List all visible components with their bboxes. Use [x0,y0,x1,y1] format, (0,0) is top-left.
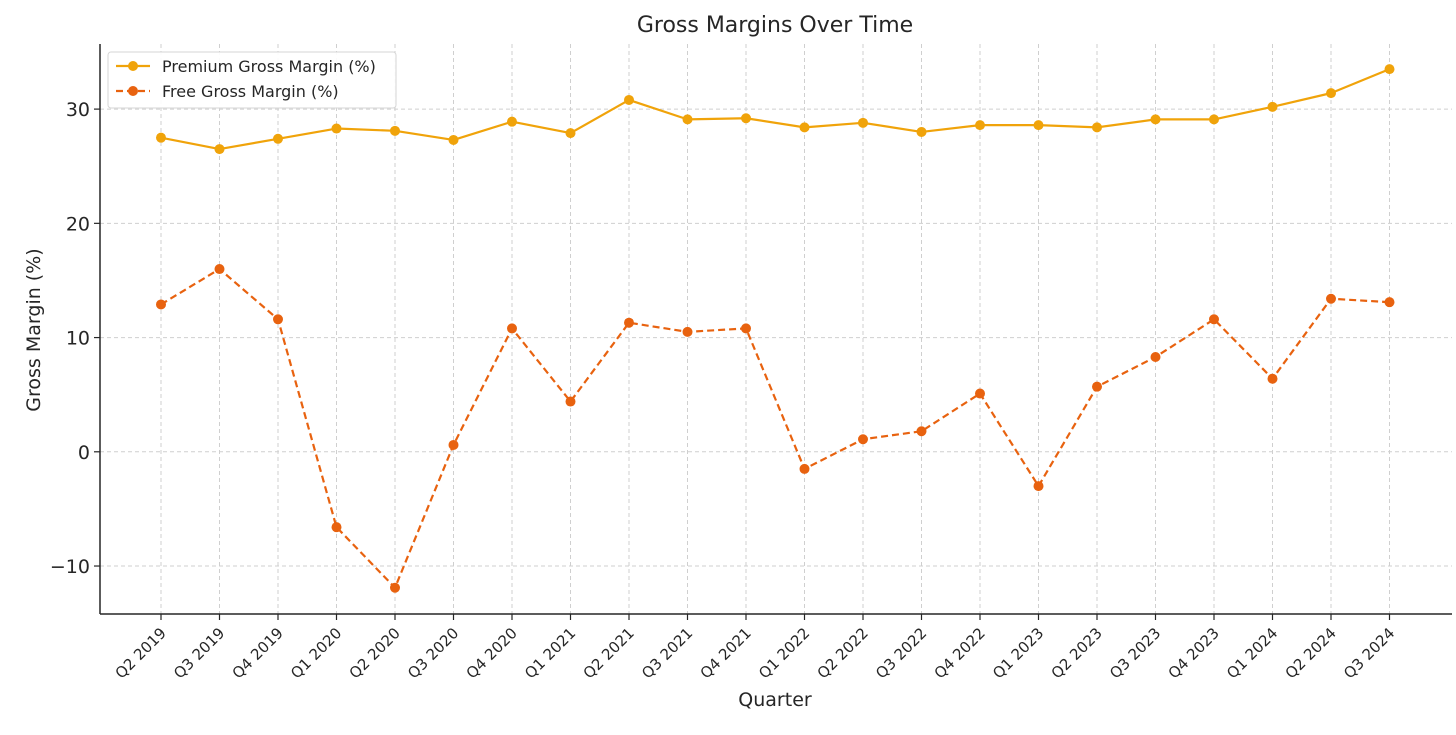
series-2-point [1033,481,1044,492]
series-2-point [273,314,283,325]
series-1-point [682,114,693,125]
series-1-point [390,125,400,136]
series-2-point [682,326,693,337]
x-tick-label: Q4 2021 [697,624,755,682]
x-tick-label: Q3 2020 [404,624,462,682]
series-1-point [1033,120,1044,131]
x-tick-label: Q2 2024 [1282,624,1340,682]
x-axis-title: Quarter [738,689,812,711]
series-1-point [1326,88,1336,99]
x-tick-label: Q2 2023 [1048,624,1106,682]
y-tick-label: 0 [78,442,90,464]
legend: Premium Gross Margin (%) Free Gross Margi… [107,51,397,109]
series-1-point [565,128,576,139]
legend-label: Premium Gross Margin (%) [162,57,376,76]
x-tick-label: Q3 2021 [638,624,696,682]
legend-swatch-marker [128,61,138,71]
series-1-point [273,133,283,144]
chart-title: Gross Margins Over Time [637,13,913,38]
series-2-point [1209,314,1219,325]
series-2-point [507,323,517,334]
series-line-1 [160,68,1390,151]
series-2-point [331,522,342,533]
series-2-point [975,388,985,399]
series-2-point [1092,381,1102,392]
series-2-point [565,396,576,407]
series-1-point [916,126,927,137]
series-2-point [448,439,459,450]
series-2-point [916,426,927,437]
series-1-point [799,122,810,133]
x-tick-label: Q3 2023 [1106,624,1164,682]
x-tick-label: Q1 2023 [989,624,1047,682]
series-2-point [624,317,634,328]
y-tick-label: 20 [66,213,90,235]
legend-label: Free Gross Margin (%) [162,82,339,101]
series-1-point [741,113,751,124]
series-line-2 [160,267,1390,589]
series-1-point [1209,114,1219,125]
legend-swatch-marker [128,86,138,96]
series-2-point [1326,293,1336,304]
series-1-point [214,144,225,155]
x-tick-label: Q1 2021 [521,624,579,682]
y-axis-title: Gross Margin (%) [23,248,45,411]
series-1-point [975,120,985,131]
x-tick-label: Q2 2020 [346,624,404,682]
y-tick-label: 30 [66,99,90,121]
x-tick-label: Q1 2020 [287,624,345,682]
series-2-point [741,323,751,334]
x-tick-label: Q1 2022 [755,624,813,682]
series-1-point [1384,64,1395,75]
series-2-point [156,299,166,310]
grid-layer [100,44,1452,614]
x-tick-label: Q2 2019 [112,624,170,682]
legend-box [107,51,397,109]
x-tick-label: Q4 2022 [931,624,989,682]
series-layer [156,64,1395,593]
series-1-point [156,132,166,143]
x-tick-label: Q3 2024 [1340,624,1398,682]
x-tick-label: Q4 2020 [463,624,521,682]
series-1-point [1267,101,1278,112]
series-1-point [331,123,342,134]
series-2-point [1384,297,1395,308]
x-tick-label: Q3 2022 [872,624,930,682]
series-2-point [390,582,400,593]
x-tick-label: Q4 2019 [229,624,287,682]
series-1-point [448,134,459,145]
y-tick-label: 10 [66,328,90,350]
x-tick-label: Q2 2022 [814,624,872,682]
series-1-point [858,117,868,128]
series-2-point [799,463,810,474]
series-2-point [1267,373,1278,384]
series-1-point [1092,122,1102,133]
axes-layer: Q2 2019 Q3 2019 Q4 2019 Q1 2020 Q2 2020 Q3 20… [50,44,1452,682]
y-tick-label: −10 [50,556,90,578]
x-tick-label: Q1 2024 [1223,624,1281,682]
series-2-point [1150,351,1161,362]
x-tick-label: Q4 2023 [1165,624,1223,682]
series-1-point [1150,114,1161,125]
series-2-point [858,434,868,445]
series-2-point [214,264,225,275]
x-tick-label: Q2 2021 [580,624,638,682]
series-1-point [624,94,634,105]
series-1-point [507,116,517,127]
x-tick-label: Q3 2019 [170,624,228,682]
